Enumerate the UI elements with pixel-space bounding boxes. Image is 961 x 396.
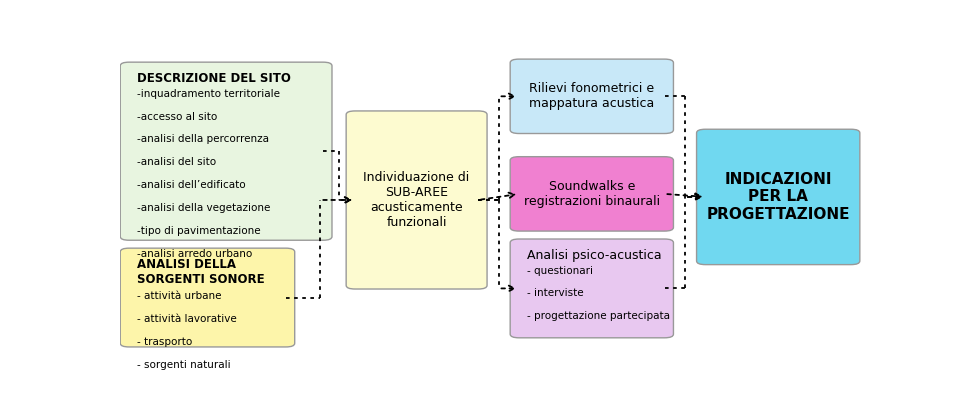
Text: -analisi della percorrenza: -analisi della percorrenza: [136, 134, 268, 145]
Text: Rilievi fonometrici e
mappatura acustica: Rilievi fonometrici e mappatura acustica: [529, 82, 653, 110]
Text: - progettazione partecipata: - progettazione partecipata: [526, 311, 669, 321]
Text: ANALISI DELLA
SORGENTI SONORE: ANALISI DELLA SORGENTI SONORE: [136, 258, 264, 286]
Text: - sorgenti naturali: - sorgenti naturali: [136, 360, 230, 370]
FancyBboxPatch shape: [346, 111, 486, 289]
FancyBboxPatch shape: [120, 248, 294, 347]
FancyBboxPatch shape: [509, 59, 673, 133]
Text: -analisi del sito: -analisi del sito: [136, 157, 215, 167]
Text: - trasporto: - trasporto: [136, 337, 191, 347]
Text: - attività urbane: - attività urbane: [136, 291, 221, 301]
Text: -inquadramento territoriale: -inquadramento territoriale: [136, 89, 280, 99]
Text: Individuazione di
SUB-AREE
acusticamente
funzionali: Individuazione di SUB-AREE acusticamente…: [363, 171, 469, 229]
Text: Soundwalks e
registrazioni binaurali: Soundwalks e registrazioni binaurali: [523, 180, 659, 208]
Text: -analisi arredo urbano: -analisi arredo urbano: [136, 249, 252, 259]
Text: -accesso al sito: -accesso al sito: [136, 112, 216, 122]
FancyBboxPatch shape: [509, 157, 673, 231]
Text: Analisi psico-acustica: Analisi psico-acustica: [526, 249, 660, 262]
Text: -tipo di pavimentazione: -tipo di pavimentazione: [136, 226, 260, 236]
Text: - interviste: - interviste: [526, 288, 582, 299]
Text: INDICAZIONI
PER LA
PROGETTAZIONE: INDICAZIONI PER LA PROGETTAZIONE: [705, 172, 850, 222]
FancyBboxPatch shape: [120, 62, 332, 240]
FancyBboxPatch shape: [696, 129, 859, 265]
Text: -analisi della vegetazione: -analisi della vegetazione: [136, 203, 270, 213]
Text: DESCRIZIONE DEL SITO: DESCRIZIONE DEL SITO: [136, 72, 290, 85]
Text: -analisi dell’edificato: -analisi dell’edificato: [136, 180, 245, 190]
FancyBboxPatch shape: [509, 239, 673, 338]
Text: - attività lavorative: - attività lavorative: [136, 314, 236, 324]
Text: - questionari: - questionari: [526, 266, 592, 276]
